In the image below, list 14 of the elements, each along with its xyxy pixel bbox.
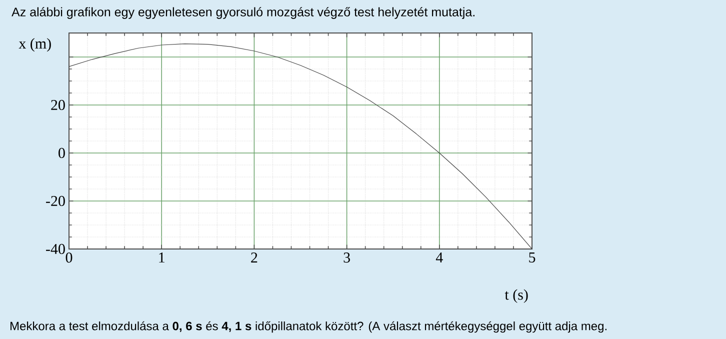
y-tick-label: 20 xyxy=(51,100,65,110)
x-tick-label: 5 xyxy=(529,252,536,262)
x-tick-label: 1 xyxy=(159,252,164,262)
y-axis-title: x (m) xyxy=(18,38,51,52)
x-axis-title: t (s) xyxy=(504,289,528,303)
x-tick-label: 0 xyxy=(66,252,72,263)
y-tick-label: 0 xyxy=(58,148,65,158)
text: Mekkora a test elmozdulása a 0, 6 s és 4, 1 s időpillanatok között? (A választ mértékegységgel együtt adja meg. xyxy=(10,321,606,333)
x-tick-label: 4 xyxy=(436,252,443,262)
y-tick-label: -40 xyxy=(46,244,65,254)
y-tick-label: -20 xyxy=(46,196,65,206)
x-tick-label: 2 xyxy=(251,252,258,262)
x-tick-label: 3 xyxy=(344,252,350,263)
chart-title: Az alábbi grafikon egy egyenletesen gyorsuló mozgást végző test helyzetét mutatja. xyxy=(12,7,474,19)
